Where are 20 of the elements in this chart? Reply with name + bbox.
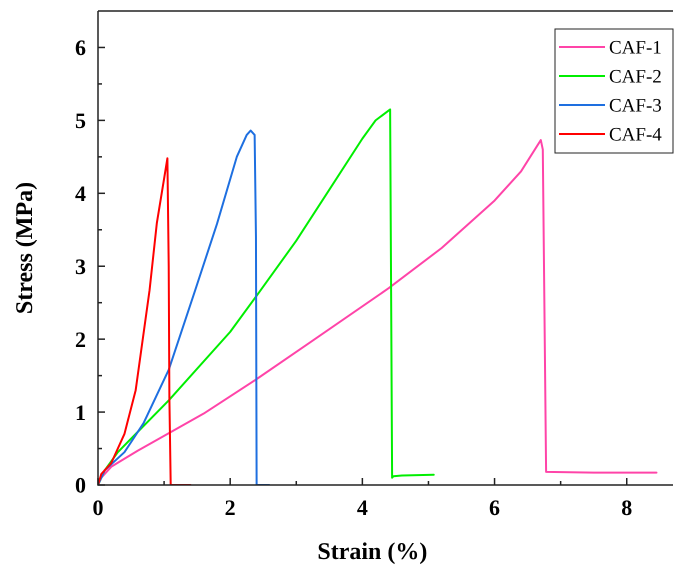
y-axis-title: Stress (MPa) — [12, 182, 38, 314]
y-tick-label: 5 — [75, 108, 86, 134]
y-tick-label: 4 — [75, 181, 86, 206]
y-tick-label: 1 — [75, 400, 86, 425]
y-tick-label: 3 — [75, 254, 86, 279]
legend-label: CAF-3 — [609, 96, 662, 117]
y-tick-label: 0 — [75, 472, 86, 498]
legend-label: CAF-2 — [609, 66, 662, 88]
y-tick-label: 6 — [75, 35, 86, 60]
x-tick-label: 6 — [489, 495, 500, 520]
x-tick-label: 8 — [621, 495, 632, 520]
legend-label: CAF-4 — [609, 124, 662, 146]
x-tick-label: 0 — [92, 495, 104, 520]
line-series — [98, 157, 192, 485]
line-series — [98, 130, 270, 485]
legend-label: CAF-1 — [609, 38, 662, 59]
x-tick-label: 4 — [356, 495, 368, 520]
y-tick-label: 2 — [75, 326, 86, 352]
x-tick-label: 2 — [224, 495, 236, 520]
x-axis-title: Strain (%) — [317, 539, 428, 565]
